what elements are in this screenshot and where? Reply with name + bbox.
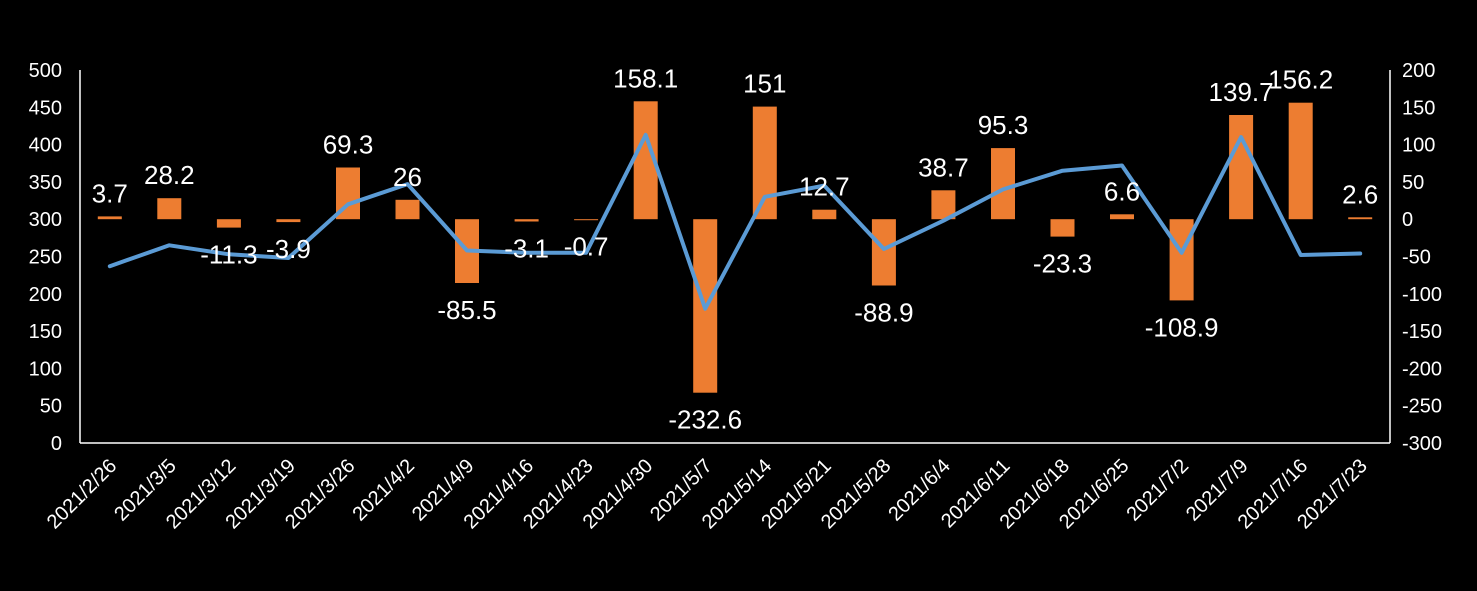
bar	[574, 219, 599, 221]
data-label: -85.5	[437, 295, 496, 325]
data-label: 156.2	[1268, 65, 1333, 95]
left-tick-label: 450	[29, 97, 62, 119]
data-label: 139.7	[1209, 77, 1274, 107]
bar	[991, 148, 1015, 220]
left-tick-label: 500	[29, 60, 62, 82]
x-axis-ticks: 2021/2/262021/3/52021/3/122021/3/192021/…	[43, 455, 1372, 533]
data-label: -88.9	[854, 298, 913, 328]
bar	[514, 219, 539, 222]
data-label: 151	[743, 69, 786, 99]
data-label: -11.3	[200, 240, 257, 270]
data-label: -108.9	[1145, 312, 1219, 342]
bar	[1110, 214, 1134, 220]
bar	[1169, 219, 1194, 301]
bar	[1288, 102, 1313, 220]
bar	[395, 199, 420, 220]
data-label: 28.2	[144, 160, 195, 190]
bar	[216, 219, 241, 228]
data-label: 2.6	[1342, 179, 1378, 209]
left-tick-label: 100	[29, 358, 62, 380]
bar	[871, 219, 896, 286]
line-path	[107, 132, 1363, 311]
data-label: -3.9	[266, 234, 311, 264]
data-label: -3.1	[504, 234, 549, 264]
left-tick-label: 400	[29, 135, 62, 157]
data-label: 38.7	[918, 152, 969, 182]
left-tick-label: 0	[51, 433, 62, 455]
x-tick-label: 2021/4/2	[348, 455, 419, 526]
right-tick-label: -100	[1402, 284, 1442, 306]
right-tick-label: 50	[1402, 172, 1424, 194]
data-label: 6.6	[1104, 176, 1140, 206]
bar	[97, 216, 122, 220]
right-tick-label: 100	[1402, 135, 1435, 157]
left-tick-label: 150	[29, 321, 62, 343]
data-label: 12.7	[799, 172, 850, 202]
left-tick-label: 50	[40, 396, 62, 418]
left-tick-label: 300	[29, 209, 62, 231]
right-tick-label: 150	[1402, 97, 1435, 119]
bar	[276, 219, 301, 223]
line-series	[107, 132, 1363, 311]
left-tick-label: 250	[29, 247, 62, 269]
data-label: -232.6	[668, 405, 742, 435]
data-label: 69.3	[323, 130, 374, 160]
right-tick-label: -200	[1402, 358, 1442, 380]
right-tick-label: 0	[1402, 209, 1413, 231]
bar	[1050, 219, 1075, 237]
right-tick-label: -50	[1402, 247, 1431, 269]
bar	[812, 209, 837, 220]
data-label: -0.7	[564, 232, 609, 262]
data-label: 3.7	[92, 178, 128, 208]
left-axis-ticks: 0 50 100 150 200 250 300 350 400 450 500	[29, 60, 62, 455]
bar	[157, 198, 182, 220]
data-label: 158.1	[613, 63, 678, 93]
data-labels: 3.7 28.2 -11.3 -3.9 69.3 26 -85.5 -3.1 -0.7 158.1…	[92, 63, 1379, 434]
left-tick-label: 350	[29, 172, 62, 194]
left-tick-label: 200	[29, 284, 62, 306]
bar	[752, 106, 777, 220]
axes	[79, 70, 1391, 444]
right-tick-label: -250	[1402, 396, 1442, 418]
right-tick-label: 200	[1402, 60, 1435, 82]
right-axis-ticks: -300 -250 -200 -150 -100 -50 0 50 100 150 200	[1402, 60, 1442, 455]
data-label: -23.3	[1033, 249, 1092, 279]
data-label: 26	[393, 162, 422, 192]
x-tick-label: 2021/2/26	[43, 455, 121, 533]
right-tick-label: -150	[1402, 321, 1442, 343]
x-tick-label: 2021/7/2	[1123, 455, 1194, 526]
bar	[1348, 217, 1373, 220]
bar	[1229, 115, 1254, 220]
data-label: 95.3	[978, 110, 1029, 140]
right-tick-label: -300	[1402, 433, 1442, 455]
